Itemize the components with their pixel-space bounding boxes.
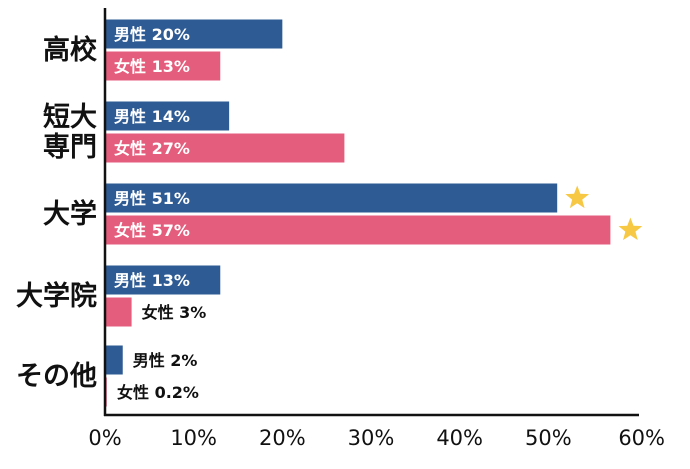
bar-label-男性-4: 男性 2% bbox=[133, 351, 198, 370]
bar-男性-3 bbox=[105, 265, 221, 295]
bar-男性-2 bbox=[105, 183, 558, 213]
bar-label-女性-2: 女性 57% bbox=[114, 221, 190, 240]
category-label-3-0: 大学院 bbox=[16, 280, 97, 312]
x-tick-label-5: 50% bbox=[525, 426, 572, 450]
bar-女性-2 bbox=[105, 215, 611, 245]
x-tick-label-3: 30% bbox=[348, 426, 395, 450]
bar-男性-0 bbox=[105, 19, 283, 49]
bar-男性-4 bbox=[105, 345, 123, 375]
bar-女性-0 bbox=[105, 51, 221, 81]
x-tick-label-0: 0% bbox=[88, 426, 121, 450]
category-label-2-0: 大学 bbox=[43, 198, 97, 230]
x-tick-label-1: 10% bbox=[170, 426, 217, 450]
category-label-1-0: 短大 bbox=[43, 102, 97, 133]
bar-label-女性-0: 女性 13% bbox=[114, 57, 190, 76]
bar-label-女性-4: 女性 0.2% bbox=[117, 383, 199, 402]
bar-labels-group: 男性 20% 女性 13% 男性 14% 女性 27% 男性 51% 女性 57% 男性 1… bbox=[114, 25, 643, 402]
star-icon bbox=[618, 217, 643, 241]
bar-女性-3 bbox=[105, 297, 132, 327]
category-label-0-0: 高校 bbox=[43, 34, 97, 66]
star-icon bbox=[565, 185, 590, 209]
bar-女性-1 bbox=[105, 133, 345, 163]
bar-label-男性-2: 男性 51% bbox=[114, 189, 190, 208]
bar-label-女性-1: 女性 27% bbox=[114, 139, 190, 158]
bar-label-男性-0: 男性 20% bbox=[114, 25, 190, 44]
category-label-1-1: 専門 bbox=[43, 132, 97, 163]
axes-group: 0% 10% 20% 30% 40% 50% 60% bbox=[88, 8, 665, 450]
x-tick-label-2: 20% bbox=[259, 426, 306, 450]
x-tick-label-4: 40% bbox=[436, 426, 483, 450]
bar-label-男性-1: 男性 14% bbox=[114, 107, 190, 126]
category-label-4-0: その他 bbox=[16, 361, 97, 392]
bar-男性-1 bbox=[105, 101, 230, 131]
x-tick-label-6: 60% bbox=[618, 426, 665, 450]
bar-label-女性-3: 女性 3% bbox=[142, 303, 207, 322]
bar-label-男性-3: 男性 13% bbox=[114, 271, 190, 290]
bars-group bbox=[105, 19, 611, 407]
